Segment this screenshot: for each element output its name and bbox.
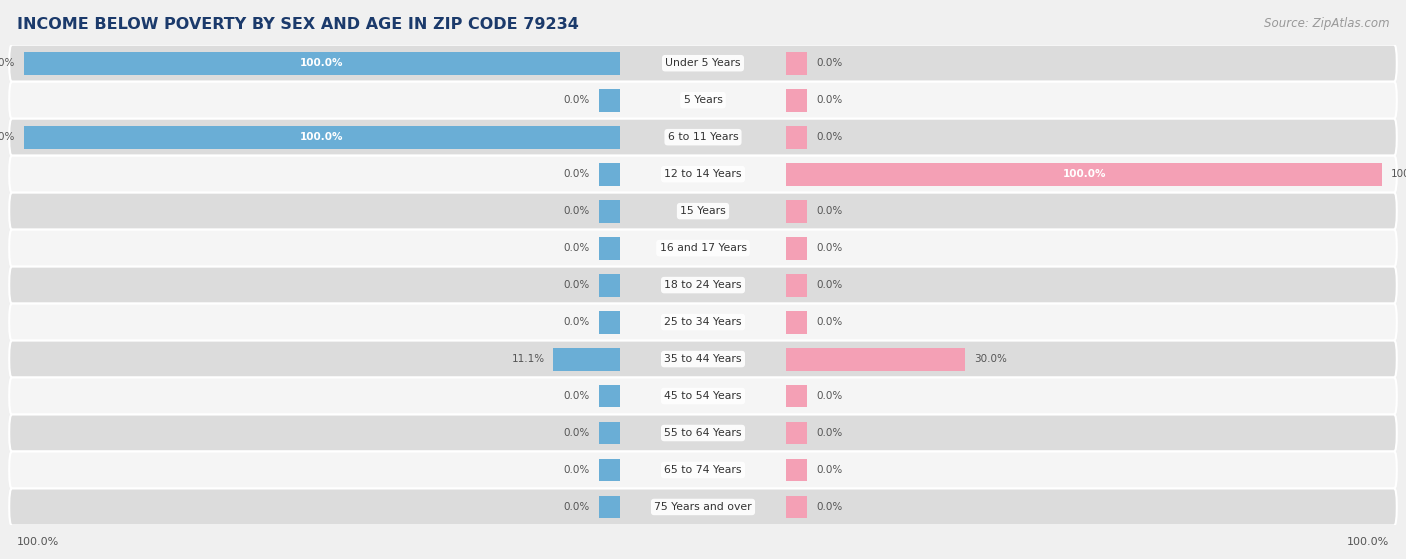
Text: 100.0%: 100.0% xyxy=(1063,169,1107,179)
Bar xyxy=(599,458,620,481)
Text: 100.0%: 100.0% xyxy=(1391,169,1406,179)
Text: 0.0%: 0.0% xyxy=(817,280,842,290)
Text: 0.0%: 0.0% xyxy=(817,58,842,68)
FancyBboxPatch shape xyxy=(10,377,1396,415)
FancyBboxPatch shape xyxy=(10,304,1396,340)
Bar xyxy=(786,421,807,444)
Text: 0.0%: 0.0% xyxy=(564,95,589,105)
Bar xyxy=(786,495,807,518)
Text: 55 to 64 Years: 55 to 64 Years xyxy=(664,428,742,438)
Text: 0.0%: 0.0% xyxy=(564,465,589,475)
FancyBboxPatch shape xyxy=(10,82,1396,119)
Text: 15 Years: 15 Years xyxy=(681,206,725,216)
Bar xyxy=(786,458,807,481)
Text: 0.0%: 0.0% xyxy=(817,243,842,253)
Text: 6 to 11 Years: 6 to 11 Years xyxy=(668,132,738,142)
Text: 0.0%: 0.0% xyxy=(564,280,589,290)
Bar xyxy=(786,273,807,297)
Text: 100.0%: 100.0% xyxy=(299,132,343,142)
Bar xyxy=(599,236,620,259)
FancyBboxPatch shape xyxy=(10,155,1396,193)
Bar xyxy=(786,89,807,112)
Bar xyxy=(599,273,620,297)
Text: 75 Years and over: 75 Years and over xyxy=(654,502,752,512)
Text: 100.0%: 100.0% xyxy=(17,537,59,547)
Bar xyxy=(786,52,807,75)
Text: 0.0%: 0.0% xyxy=(817,132,842,142)
Bar xyxy=(599,311,620,334)
Text: 0.0%: 0.0% xyxy=(564,206,589,216)
Text: 0.0%: 0.0% xyxy=(817,317,842,327)
Text: 0.0%: 0.0% xyxy=(817,391,842,401)
Text: 0.0%: 0.0% xyxy=(564,243,589,253)
Text: 25 to 34 Years: 25 to 34 Years xyxy=(664,317,742,327)
Bar xyxy=(599,89,620,112)
Bar xyxy=(599,163,620,186)
Bar xyxy=(599,421,620,444)
Bar xyxy=(786,126,807,149)
FancyBboxPatch shape xyxy=(10,415,1396,452)
Text: 100.0%: 100.0% xyxy=(1347,537,1389,547)
Text: 0.0%: 0.0% xyxy=(817,206,842,216)
Text: 0.0%: 0.0% xyxy=(564,391,589,401)
Text: 30.0%: 30.0% xyxy=(974,354,1007,364)
Text: 0.0%: 0.0% xyxy=(817,95,842,105)
Text: 0.0%: 0.0% xyxy=(564,502,589,512)
FancyBboxPatch shape xyxy=(10,193,1396,230)
Bar xyxy=(24,52,620,75)
Text: 0.0%: 0.0% xyxy=(564,428,589,438)
Bar xyxy=(599,495,620,518)
FancyBboxPatch shape xyxy=(10,452,1396,489)
Bar xyxy=(786,385,807,408)
Text: 100.0%: 100.0% xyxy=(299,58,343,68)
Bar xyxy=(554,348,620,371)
Text: 0.0%: 0.0% xyxy=(817,502,842,512)
Text: 11.1%: 11.1% xyxy=(512,354,544,364)
Text: 65 to 74 Years: 65 to 74 Years xyxy=(664,465,742,475)
Text: 18 to 24 Years: 18 to 24 Years xyxy=(664,280,742,290)
Text: 12 to 14 Years: 12 to 14 Years xyxy=(664,169,742,179)
FancyBboxPatch shape xyxy=(10,267,1396,304)
FancyBboxPatch shape xyxy=(10,119,1396,155)
Text: 0.0%: 0.0% xyxy=(817,428,842,438)
Bar xyxy=(786,236,807,259)
Bar xyxy=(24,126,620,149)
Text: 45 to 54 Years: 45 to 54 Years xyxy=(664,391,742,401)
Bar xyxy=(786,348,965,371)
Text: 0.0%: 0.0% xyxy=(564,317,589,327)
Text: 100.0%: 100.0% xyxy=(0,58,15,68)
FancyBboxPatch shape xyxy=(10,230,1396,267)
Bar xyxy=(786,200,807,222)
FancyBboxPatch shape xyxy=(10,340,1396,377)
Text: Under 5 Years: Under 5 Years xyxy=(665,58,741,68)
Text: 16 and 17 Years: 16 and 17 Years xyxy=(659,243,747,253)
FancyBboxPatch shape xyxy=(10,489,1396,525)
Text: 5 Years: 5 Years xyxy=(683,95,723,105)
Text: 35 to 44 Years: 35 to 44 Years xyxy=(664,354,742,364)
Text: INCOME BELOW POVERTY BY SEX AND AGE IN ZIP CODE 79234: INCOME BELOW POVERTY BY SEX AND AGE IN Z… xyxy=(17,17,579,32)
Bar xyxy=(599,200,620,222)
FancyBboxPatch shape xyxy=(10,45,1396,82)
Bar xyxy=(599,385,620,408)
Text: 100.0%: 100.0% xyxy=(0,132,15,142)
Text: Source: ZipAtlas.com: Source: ZipAtlas.com xyxy=(1264,17,1389,30)
Text: 0.0%: 0.0% xyxy=(564,169,589,179)
Bar xyxy=(786,163,1382,186)
Text: 0.0%: 0.0% xyxy=(817,465,842,475)
Bar xyxy=(786,311,807,334)
